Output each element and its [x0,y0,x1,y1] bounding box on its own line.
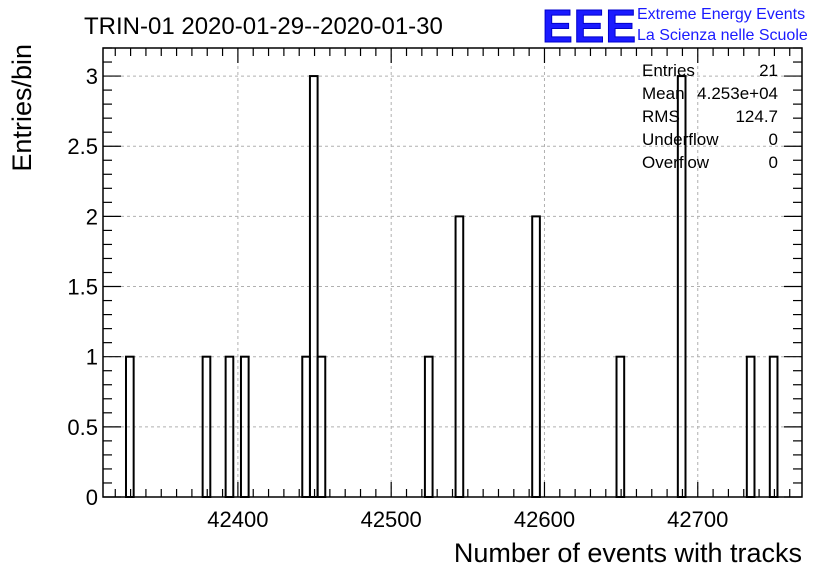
x-tick-label: 42600 [514,507,575,532]
x-tick-label: 42500 [361,507,422,532]
y-tick-label: 2.5 [67,134,98,159]
x-tick-label: 42700 [667,507,728,532]
stats-label: Overflow [642,153,710,172]
chart-title: TRIN-01 2020-01-29--2020-01-30 [84,13,443,40]
stats-value: 21 [759,61,778,80]
y-tick-label: 1 [86,345,98,370]
stats-value: 4.253e+04 [697,84,778,103]
eee-logo: EEE Extreme Energy Events La Scienza nel… [542,0,808,53]
stats-label: Mean [642,84,685,103]
y-axis-title: Entries/bin [7,44,37,172]
tick-labels: 42400 42500 42600 42700 0 0.5 1 1.5 2 2.5 3 [67,64,728,532]
eee-logo-letters: EEE [542,0,637,52]
y-tick-label: 0.5 [67,415,98,440]
stats-label: RMS [642,107,680,126]
eee-logo-line1: Extreme Energy Events [637,6,805,23]
stats-value: 124.7 [735,107,778,126]
stats-value: 0 [769,130,778,149]
axes [102,47,803,498]
y-tick-label: 3 [86,64,98,89]
x-axis-title: Number of events with tracks [454,538,802,568]
stats-value: 0 [769,153,778,172]
stats-label: Underflow [642,130,719,149]
eee-logo-line2: La Scienza nelle Scuole [637,27,808,44]
y-tick-label: 2 [86,204,98,229]
x-tick-label: 42400 [207,507,268,532]
y-tick-label: 0 [86,485,98,510]
y-tick-label: 1.5 [67,275,98,300]
stats-label: Entries [642,61,695,80]
stats-box: Entries 21 Mean 4.253e+04 RMS 124.7 Underflow 0… [642,61,778,172]
